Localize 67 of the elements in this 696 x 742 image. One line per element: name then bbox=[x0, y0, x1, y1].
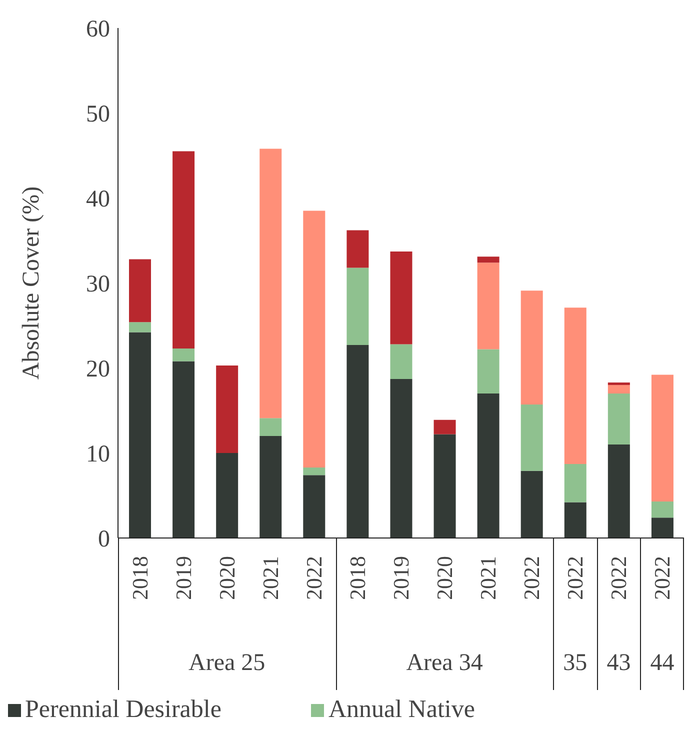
bar bbox=[477, 394, 500, 538]
x-tick-label: 2021 bbox=[258, 556, 283, 600]
bar bbox=[216, 365, 238, 453]
bar bbox=[564, 502, 586, 538]
bar bbox=[172, 348, 195, 362]
x-tick-label: 2018 bbox=[344, 556, 370, 600]
x-tick-label: 2022 bbox=[606, 556, 632, 600]
bar bbox=[608, 444, 630, 538]
bar bbox=[303, 475, 326, 538]
bar bbox=[346, 230, 369, 268]
bar bbox=[390, 379, 412, 538]
legend-label: Perennial Desirable bbox=[24, 696, 222, 724]
y-tick-label: 40 bbox=[86, 186, 110, 213]
x-tick-label: 2022 bbox=[562, 556, 588, 600]
bar bbox=[260, 148, 282, 418]
x-tick-label: 2021 bbox=[476, 556, 501, 600]
bar bbox=[390, 252, 412, 344]
bar bbox=[651, 501, 674, 518]
bar bbox=[651, 374, 674, 502]
bar bbox=[608, 394, 630, 444]
bar bbox=[564, 464, 586, 502]
bar bbox=[390, 344, 412, 380]
text: 44 bbox=[649, 650, 676, 677]
y-tick-label: 50 bbox=[86, 102, 110, 128]
bar bbox=[520, 470, 543, 538]
x-tick-label: 2020 bbox=[432, 556, 458, 600]
y-tick-label: 30 bbox=[86, 272, 110, 298]
x-tick-label: 2022 bbox=[301, 556, 326, 600]
bar bbox=[477, 256, 500, 263]
text: Area 25 bbox=[188, 650, 266, 677]
bar bbox=[260, 436, 282, 538]
x-tick-label: 2019 bbox=[388, 556, 414, 600]
bar bbox=[608, 385, 630, 394]
bar bbox=[172, 151, 195, 348]
bar bbox=[172, 361, 195, 538]
x-tick-label: 2022 bbox=[519, 556, 544, 600]
bar bbox=[129, 322, 151, 332]
x-tick-label: 2020 bbox=[214, 556, 240, 600]
bar bbox=[477, 262, 500, 350]
bar bbox=[520, 404, 543, 471]
y-tick-label: 60 bbox=[86, 16, 110, 43]
legend-label: Annual Native bbox=[327, 696, 475, 724]
bar bbox=[477, 349, 500, 394]
x-tick-label: 2019 bbox=[170, 556, 196, 600]
bar bbox=[608, 382, 630, 385]
bar bbox=[260, 418, 282, 436]
bar bbox=[303, 210, 326, 468]
y-tick-label: 0 bbox=[98, 526, 110, 553]
x-tick-label: 2022 bbox=[650, 556, 675, 600]
y-axis-title: Absolute Cover (%) bbox=[18, 186, 45, 380]
text: 43 bbox=[606, 650, 632, 677]
bar bbox=[216, 453, 238, 538]
text: Area 34 bbox=[405, 650, 484, 677]
text: 35 bbox=[562, 650, 588, 677]
bar bbox=[434, 420, 456, 434]
y-tick-label: 20 bbox=[86, 356, 110, 383]
bar bbox=[346, 345, 369, 538]
bar bbox=[564, 308, 586, 464]
bar bbox=[520, 290, 543, 405]
bar bbox=[303, 467, 326, 476]
bar bbox=[346, 268, 369, 346]
x-tick-label: 2018 bbox=[127, 556, 152, 600]
y-tick-label: 10 bbox=[86, 442, 110, 468]
bar bbox=[434, 434, 456, 538]
bar bbox=[129, 259, 151, 322]
bar bbox=[651, 518, 674, 538]
bar bbox=[129, 332, 151, 538]
